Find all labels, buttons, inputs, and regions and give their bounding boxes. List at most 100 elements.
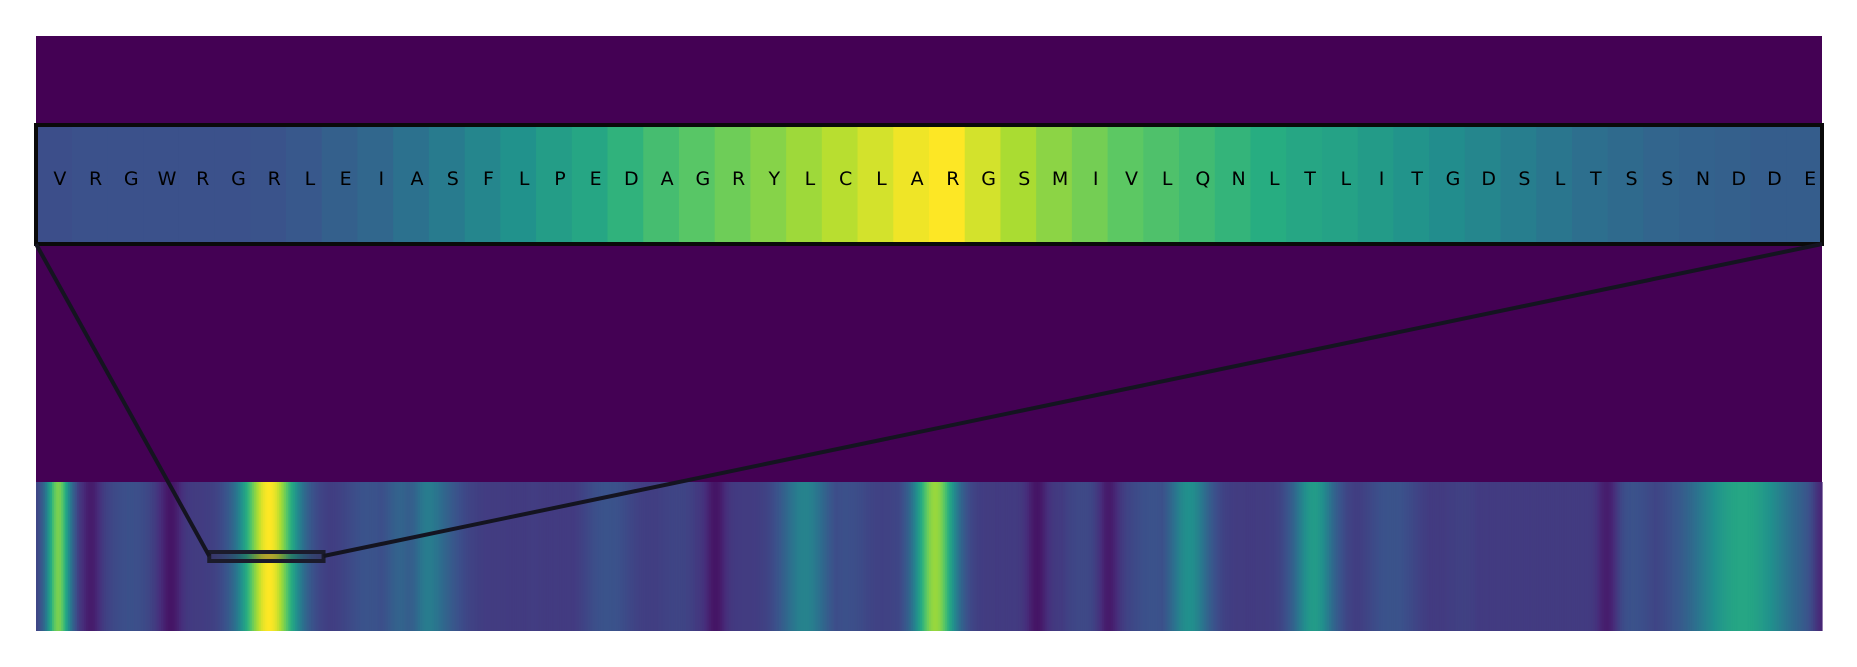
overview-cell	[1061, 482, 1064, 631]
zoom-cell	[428, 125, 466, 244]
overview-cell	[228, 482, 232, 631]
overview-cell	[923, 482, 927, 631]
overview-cell	[1164, 482, 1168, 631]
overview-cell	[1436, 482, 1439, 631]
overview-cell	[244, 482, 248, 631]
overview-cell	[1484, 482, 1487, 631]
overview-cell	[1130, 482, 1134, 631]
overview-cell	[871, 482, 875, 631]
overview-cell	[1262, 482, 1266, 631]
overview-cell	[239, 482, 242, 631]
overview-cell	[1332, 482, 1336, 631]
overview-cell	[536, 482, 539, 631]
overview-cell	[430, 482, 434, 631]
overview-cell	[1666, 482, 1670, 631]
overview-cell	[571, 482, 575, 631]
overview-cell	[443, 482, 446, 631]
overview-cell	[1045, 482, 1048, 631]
overview-cell	[266, 482, 269, 631]
overview-cell	[1795, 482, 1798, 631]
overview-cell	[1212, 482, 1216, 631]
overview-cell	[1329, 482, 1332, 631]
overview-cell	[621, 482, 625, 631]
zoom-cell	[250, 125, 287, 244]
residue-label: L	[519, 168, 530, 190]
overview-cell	[657, 482, 660, 631]
overview-cell	[930, 482, 934, 631]
overview-cell	[1664, 482, 1668, 631]
overview-cell	[86, 482, 89, 631]
residue-label: D	[1481, 168, 1496, 190]
residue-label: T	[1589, 168, 1602, 190]
connector-right	[323, 242, 1823, 558]
zoom-cell	[1357, 125, 1394, 244]
overview-cell	[119, 482, 123, 631]
zoom-cell	[1250, 125, 1287, 244]
overview-cell	[1112, 482, 1116, 631]
overview-cell	[634, 482, 637, 631]
overview-cell	[236, 482, 239, 631]
overview-cell	[237, 482, 241, 631]
overview-cell	[1593, 482, 1596, 631]
overview-cell	[941, 482, 944, 631]
overview-cell	[518, 482, 521, 631]
overview-cell	[366, 482, 369, 631]
overview-cell	[143, 482, 146, 631]
overview-cell	[1743, 482, 1746, 631]
overview-cell	[189, 482, 192, 631]
overview-cell	[296, 482, 300, 631]
overview-cell	[811, 482, 814, 631]
overview-cell	[1482, 482, 1486, 631]
overview-cell	[1287, 482, 1291, 631]
overview-cell	[1227, 482, 1230, 631]
overview-cell	[148, 482, 151, 631]
overview-cell	[1675, 482, 1678, 631]
overview-cell	[1375, 482, 1378, 631]
overview-cell	[225, 482, 228, 631]
overview-cell	[373, 482, 376, 631]
overview-cell	[1120, 482, 1123, 631]
overview-cell	[427, 482, 430, 631]
overview-cell	[389, 482, 393, 631]
overview-cell	[398, 482, 401, 631]
overview-cell	[1223, 482, 1227, 631]
overview-cell	[825, 482, 828, 631]
overview-cell	[970, 482, 973, 631]
overview-cell	[1048, 482, 1052, 631]
overview-cell	[1600, 482, 1603, 631]
overview-cell	[1073, 482, 1077, 631]
overview-cell	[1566, 482, 1569, 631]
overview-cell	[1745, 482, 1748, 631]
overview-cell	[895, 482, 898, 631]
overview-cell	[623, 482, 626, 631]
overview-cell	[789, 482, 793, 631]
zoom-cell	[1107, 125, 1144, 244]
overview-cell	[198, 482, 201, 631]
overview-cell	[612, 482, 616, 631]
overview-cell	[1534, 482, 1537, 631]
overview-cell	[887, 482, 891, 631]
overview-cell	[246, 482, 250, 631]
overview-cell	[1752, 482, 1755, 631]
overview-cell	[1671, 482, 1675, 631]
overview-cell	[298, 482, 301, 631]
overview-cell	[1779, 482, 1782, 631]
overview-cell	[520, 482, 523, 631]
overview-cell	[1477, 482, 1480, 631]
overview-cell	[568, 482, 571, 631]
overview-cell	[1661, 482, 1664, 631]
overview-cell	[866, 482, 869, 631]
overview-cell	[1209, 482, 1212, 631]
overview-cell	[884, 482, 887, 631]
overview-cell	[1054, 482, 1057, 631]
overview-cell	[868, 482, 871, 631]
overview-cell	[668, 482, 671, 631]
overview-cell	[428, 482, 432, 631]
overview-cell	[1555, 482, 1559, 631]
overview-cell	[527, 482, 530, 631]
zoom-cell	[964, 125, 1002, 244]
overview-cell	[716, 482, 719, 631]
overview-cell	[862, 482, 866, 631]
overview-cell	[721, 482, 725, 631]
overview-cell	[1295, 482, 1298, 631]
